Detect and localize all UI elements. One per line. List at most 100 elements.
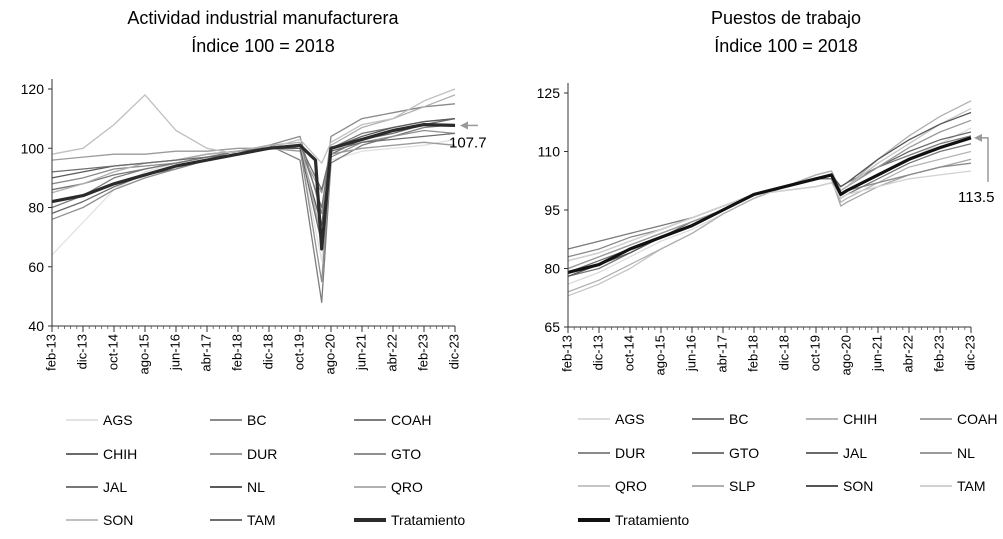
- legend-label: TAM: [957, 478, 986, 494]
- legend-item-bc: BC: [692, 411, 748, 427]
- legend-label: GTO: [391, 446, 421, 462]
- chart-left-plot-area: [51, 88, 456, 303]
- series-line-tratamiento: [567, 136, 972, 274]
- legend-label: SON: [103, 512, 133, 528]
- series-line-qro: [51, 94, 456, 238]
- chart-left-end-value-label: 107.7: [449, 134, 487, 151]
- legend-item-tratamiento: Tratamiento: [354, 512, 465, 528]
- series-line-jal: [51, 117, 456, 209]
- x-tick-label: oct-19: [807, 335, 822, 371]
- legend-label: SLP: [729, 478, 755, 494]
- x-tick-label: ago-15: [652, 335, 667, 375]
- y-tick-label: 60: [28, 259, 44, 275]
- legend-item-son: SON: [806, 478, 873, 494]
- chart-left-title: Actividad industrial manufacturera: [127, 8, 399, 28]
- y-tick-label: 120: [21, 81, 45, 97]
- end-value-connector: [982, 137, 989, 182]
- legend-label: DUR: [615, 445, 645, 461]
- x-tick-label: ago-20: [838, 335, 853, 375]
- end-value-arrow: [460, 121, 468, 130]
- series-line-slp: [567, 100, 972, 293]
- x-tick-label: ago-15: [136, 334, 151, 374]
- x-tick-label: jun-16: [167, 334, 182, 371]
- legend-item-jal: JAL: [806, 445, 867, 461]
- legend-label: DUR: [247, 446, 277, 462]
- legend-label: COAH: [391, 412, 431, 428]
- legend-item-qro: QRO: [354, 479, 423, 495]
- y-tick-label: 40: [28, 318, 44, 334]
- legend-item-dur: DUR: [578, 445, 645, 461]
- legend-label: AGS: [615, 411, 645, 427]
- x-tick-label: dic-23: [446, 334, 461, 369]
- legend-label: CHIH: [843, 411, 877, 427]
- x-tick-label: dic-13: [74, 334, 89, 369]
- series-line-tam: [567, 170, 972, 262]
- legend-item-jal: JAL: [66, 479, 127, 495]
- legend-label: BC: [247, 412, 266, 428]
- y-tick-label: 80: [28, 200, 44, 216]
- legend-label: JAL: [103, 479, 127, 495]
- series-line-son: [567, 111, 972, 277]
- x-tick-label: feb-13: [559, 335, 574, 372]
- legend-label: GTO: [729, 445, 759, 461]
- legend-item-qro: QRO: [578, 478, 647, 494]
- chart-right-legend: AGS BC CHIH COAH DUR GTO JAL NL QRO SLP SON TAM Trat…: [578, 411, 997, 528]
- legend-label: NL: [247, 479, 265, 495]
- x-tick-label: feb-23: [931, 335, 946, 372]
- legend-item-coah: COAH: [354, 412, 431, 428]
- chart-right: Puestos de trabajo Índice 100 = 2018 65 8…: [537, 8, 998, 528]
- legend-item-bc: BC: [210, 412, 266, 428]
- series-line-gto: [567, 143, 972, 277]
- legend-label: AGS: [103, 412, 133, 428]
- chart-left-axes: 40 60 80 100 120 feb-13 dic-13 oct-14 ago-15 jun-…: [21, 79, 478, 374]
- y-tick-label: 110: [538, 144, 561, 160]
- legend-label: QRO: [615, 478, 647, 494]
- legend-label: CHIH: [103, 446, 137, 462]
- legend-item-chih: CHIH: [66, 446, 137, 462]
- legend-item-tam: TAM: [920, 478, 986, 494]
- legend-item-nl: NL: [210, 479, 265, 495]
- x-tick-label: dic-18: [260, 334, 275, 369]
- y-tick-label: 125: [537, 85, 561, 101]
- chart-left-legend: AGS BC COAH CHIH DUR GTO JAL NL QRO SON TAM Tratami…: [66, 412, 465, 528]
- x-tick-label: abr-17: [198, 334, 213, 372]
- x-tick-label: oct-19: [291, 334, 306, 370]
- x-tick-label: feb-23: [415, 334, 430, 371]
- series-line-qro: [567, 108, 972, 297]
- y-tick-label: 95: [544, 202, 560, 218]
- chart-right-title: Puestos de trabajo: [711, 8, 861, 28]
- chart-right-axes: 65 80 95 110 125 feb-13 dic-13 oct-14 ago-15 jun-…: [537, 83, 989, 375]
- x-tick-label: ago-20: [322, 334, 337, 374]
- legend-item-nl: NL: [920, 445, 975, 461]
- chart-right-plot-area: [567, 100, 972, 297]
- x-tick-label: jun-21: [353, 334, 368, 371]
- y-tick-label: 100: [21, 140, 45, 156]
- legend-label: Tratamiento: [615, 512, 689, 528]
- series-line-dur: [567, 162, 972, 258]
- legend-item-ags: AGS: [578, 411, 645, 427]
- chart-right-subtitle: Índice 100 = 2018: [714, 36, 858, 56]
- x-tick-label: oct-14: [621, 335, 636, 371]
- x-tick-label: dic-23: [962, 335, 977, 370]
- x-tick-label: dic-13: [590, 335, 605, 370]
- legend-label: SON: [843, 478, 873, 494]
- chart-right-end-value-label: 113.5: [958, 189, 994, 206]
- legend-item-coah: COAH: [920, 411, 997, 427]
- series-line-gto: [51, 129, 456, 283]
- x-tick-label: feb-18: [229, 334, 244, 371]
- legend-label: QRO: [391, 479, 423, 495]
- legend-item-gto: GTO: [692, 445, 759, 461]
- y-tick-label: 65: [544, 319, 560, 335]
- chart-left-subtitle: Índice 100 = 2018: [191, 36, 335, 56]
- chart-left: Actividad industrial manufacturera Índic…: [21, 8, 487, 528]
- legend-label: Tratamiento: [391, 512, 465, 528]
- x-tick-label: abr-17: [714, 335, 729, 373]
- x-tick-label: abr-22: [900, 335, 915, 373]
- y-tick-label: 80: [544, 261, 560, 277]
- series-line-chih: [51, 117, 456, 244]
- end-value-arrow: [974, 133, 982, 142]
- legend-item-tratamiento: Tratamiento: [578, 512, 689, 528]
- x-tick-label: feb-13: [43, 334, 58, 371]
- legend-item-tam: TAM: [210, 512, 276, 528]
